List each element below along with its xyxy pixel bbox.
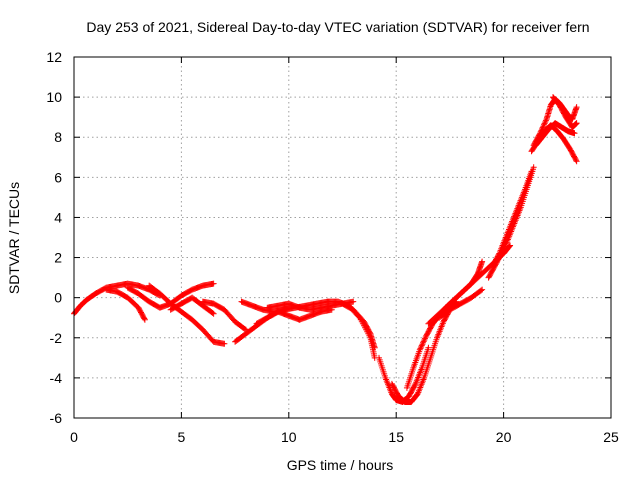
data-point: [540, 123, 547, 130]
chart-title: Day 253 of 2021, Sidereal Day-to-day VTE…: [86, 19, 589, 35]
data-point: [540, 121, 547, 128]
data-point: [141, 316, 148, 323]
plot-frame: [73, 56, 612, 419]
x-tick-label: 25: [603, 429, 619, 445]
data-point: [421, 336, 428, 343]
x-tick-label: 0: [70, 429, 78, 445]
grid-lines: [74, 57, 611, 418]
data-point: [419, 341, 426, 348]
data-point: [479, 258, 486, 265]
data-point: [371, 344, 378, 351]
data-point: [479, 286, 486, 293]
series-track-4: [146, 282, 228, 347]
y-tick-label: -2: [50, 330, 63, 346]
axis-ticks: 0 5 10 15 20 25 -6 -4 -2 0 2 4 6 8 10 12: [46, 49, 619, 445]
series-track-16: [436, 286, 486, 321]
data-point: [221, 340, 228, 347]
data-point: [495, 251, 502, 258]
data-point: [421, 335, 428, 342]
data-point: [542, 118, 549, 125]
data-point: [539, 124, 546, 131]
series-track-21: [532, 120, 578, 149]
data-point: [573, 120, 580, 127]
data-point: [528, 168, 535, 175]
data-point: [542, 117, 549, 124]
x-tick-label: 5: [178, 429, 186, 445]
data-point: [416, 346, 423, 353]
series-track-6: [199, 298, 249, 333]
series-track-22: [550, 94, 580, 131]
series-track-2: [124, 280, 217, 311]
data-point: [422, 334, 429, 341]
y-tick-label: 2: [54, 250, 62, 266]
y-tick-label: 6: [54, 169, 62, 185]
x-tick-label: 20: [496, 429, 512, 445]
data-point: [530, 164, 537, 171]
x-tick-label: 10: [281, 429, 297, 445]
data-point: [541, 120, 548, 127]
series-track-12: [376, 344, 432, 405]
y-tick-label: -4: [50, 370, 63, 386]
y-axis-label: SDTVAR / TECUs: [6, 182, 22, 294]
data-point: [350, 298, 357, 305]
y-tick-label: 0: [54, 290, 62, 306]
data-point: [210, 280, 217, 287]
data-point: [420, 339, 427, 346]
data-point: [478, 287, 485, 294]
series-track-18: [489, 168, 535, 269]
data-point: [210, 310, 217, 317]
series-track-3: [103, 286, 148, 323]
x-axis-label: GPS time / hours: [287, 457, 394, 473]
data-point: [572, 157, 579, 164]
data-point: [573, 158, 580, 165]
data-point: [209, 309, 216, 316]
y-tick-label: -6: [50, 410, 63, 426]
data-point: [418, 344, 425, 351]
data-points: [71, 94, 580, 405]
y-tick-label: 4: [54, 209, 62, 225]
data-point: [425, 344, 432, 351]
data-point: [411, 382, 418, 389]
data-point: [241, 325, 248, 332]
y-tick-label: 12: [46, 49, 62, 65]
x-tick-label: 15: [388, 429, 404, 445]
data-point: [571, 130, 578, 137]
series-track-13: [388, 298, 460, 405]
data-point: [141, 315, 148, 322]
data-point: [420, 338, 427, 345]
data-point: [418, 342, 425, 349]
data-point: [366, 329, 373, 336]
data-point: [573, 104, 580, 111]
data-point: [417, 345, 424, 352]
series-track-11: [339, 300, 378, 351]
y-tick-label: 10: [46, 89, 62, 105]
series-track-5: [167, 294, 217, 317]
y-tick-label: 8: [54, 129, 62, 145]
